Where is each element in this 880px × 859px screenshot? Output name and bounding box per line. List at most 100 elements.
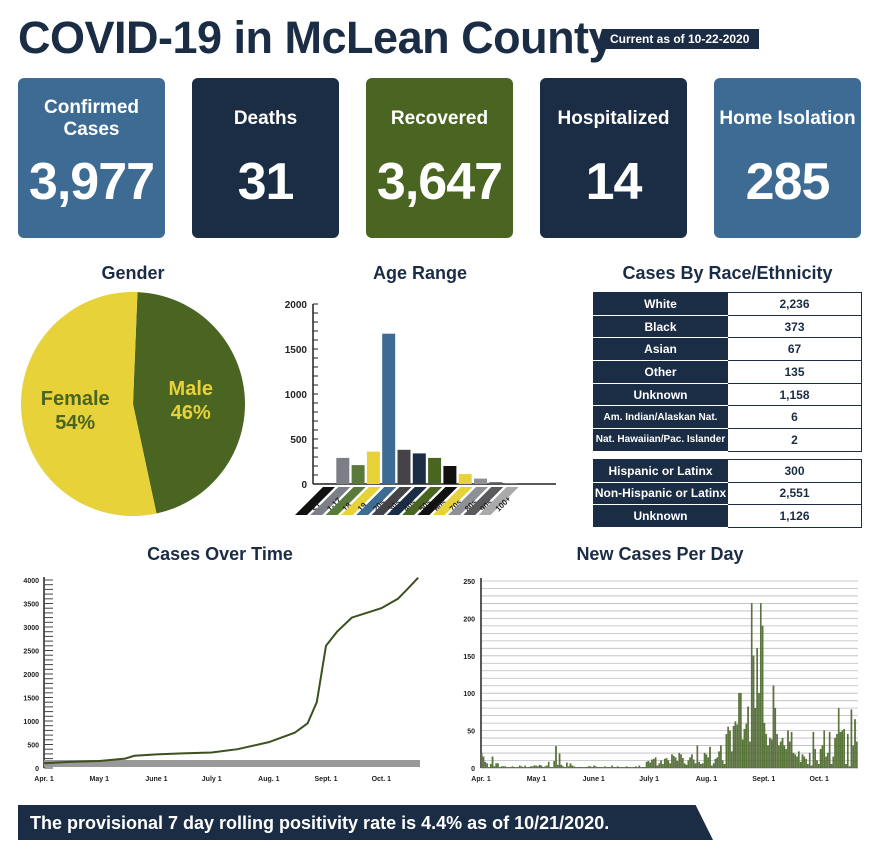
ethnicity-row: Hispanic or Latinx 300 bbox=[593, 458, 862, 483]
daily-bar bbox=[856, 741, 858, 769]
daily-bar bbox=[770, 739, 773, 769]
daily-bar bbox=[647, 761, 650, 769]
daily-bar bbox=[531, 766, 534, 769]
daily-bar bbox=[769, 737, 771, 769]
daily-bar bbox=[716, 757, 719, 769]
daily-bar bbox=[841, 730, 844, 769]
daily-xtick-label: Sept. 1 bbox=[752, 776, 775, 783]
cases-ytick-label: 3500 bbox=[23, 602, 39, 609]
daily-ytick-label: 100 bbox=[463, 691, 475, 698]
age-label-tag bbox=[463, 487, 504, 515]
daily-bar bbox=[624, 767, 626, 769]
daily-bar bbox=[810, 765, 813, 769]
stat-label: Home Isolation bbox=[719, 108, 856, 129]
stat-value: 3,647 bbox=[376, 153, 503, 211]
daily-bar bbox=[827, 752, 829, 769]
daily-bar bbox=[685, 764, 688, 769]
race-row: Asian 67 bbox=[593, 337, 862, 362]
daily-bar bbox=[529, 766, 532, 769]
daily-bar bbox=[729, 730, 731, 769]
daily-bar bbox=[788, 741, 791, 769]
cases-ytick-label: 0 bbox=[35, 766, 39, 773]
race-label: Other bbox=[593, 360, 728, 384]
daily-bar bbox=[747, 706, 749, 769]
daily-bar bbox=[504, 766, 507, 769]
daily-bar bbox=[732, 725, 735, 769]
daily-bar bbox=[585, 767, 588, 769]
daily-bar bbox=[743, 728, 746, 769]
daily-bar bbox=[596, 767, 599, 769]
stat-card: Home Isolation 285 bbox=[714, 78, 861, 238]
ethnicity-value: 2,551 bbox=[727, 481, 862, 506]
pie-label-name: Male bbox=[169, 378, 213, 400]
gender-title: Gender bbox=[101, 263, 165, 283]
daily-bar bbox=[593, 765, 595, 769]
daily-bar bbox=[595, 766, 597, 769]
pie-label-name: Female bbox=[41, 388, 110, 410]
age-ytick-label: 2000 bbox=[285, 300, 308, 311]
daily-bar bbox=[506, 767, 508, 769]
cases-ytick-label: 4000 bbox=[23, 578, 39, 585]
daily-bar bbox=[542, 767, 545, 769]
daily-bar bbox=[680, 754, 682, 769]
daily-bar bbox=[850, 709, 853, 769]
daily-bar bbox=[798, 751, 800, 769]
daily-bar bbox=[609, 767, 612, 769]
daily-bar bbox=[761, 625, 764, 769]
daily-bar bbox=[707, 757, 710, 769]
daily-bar bbox=[663, 758, 666, 769]
daily-bar bbox=[524, 765, 526, 769]
daily-bar bbox=[823, 730, 826, 769]
daily-bar bbox=[787, 730, 789, 769]
daily-bar bbox=[627, 767, 630, 769]
age-bar bbox=[458, 474, 472, 484]
daily-bar bbox=[633, 767, 635, 769]
daily-bar bbox=[837, 708, 840, 769]
daily-bar bbox=[600, 767, 603, 769]
daily-bar bbox=[772, 685, 775, 769]
daily-bar bbox=[703, 752, 706, 769]
age-label-tag bbox=[310, 487, 351, 515]
daily-bar bbox=[493, 766, 496, 769]
daily-bar bbox=[591, 767, 594, 769]
age-label-tag bbox=[325, 487, 366, 515]
daily-bar bbox=[653, 758, 655, 769]
ethnicity-value: 1,126 bbox=[727, 504, 862, 528]
daily-bar bbox=[618, 767, 621, 769]
daily-bar bbox=[571, 765, 574, 769]
daily-bar bbox=[825, 756, 827, 769]
daily-bar bbox=[763, 722, 766, 769]
daily-bar bbox=[582, 767, 584, 769]
cases-line bbox=[43, 576, 419, 765]
daily-bar bbox=[723, 764, 726, 769]
daily-bar bbox=[796, 756, 798, 769]
daily-bar bbox=[738, 693, 740, 769]
daily-ytick-label: 0 bbox=[471, 766, 475, 773]
daily-bar bbox=[584, 767, 586, 769]
age-bar bbox=[382, 333, 396, 484]
daily-bar bbox=[629, 767, 632, 769]
daily-bar bbox=[625, 766, 628, 769]
daily-bar bbox=[687, 760, 690, 769]
daily-bar bbox=[730, 751, 733, 769]
cases-x-axis-band bbox=[44, 760, 420, 767]
daily-bar bbox=[564, 767, 566, 769]
age-bar bbox=[489, 482, 503, 484]
daily-bar bbox=[540, 765, 543, 769]
daily-bar bbox=[698, 761, 700, 769]
age-label-tag bbox=[340, 487, 381, 515]
daily-bar bbox=[700, 764, 702, 769]
daily-bar bbox=[526, 767, 528, 769]
stat-label: Confirmed Cases bbox=[44, 97, 139, 140]
daily-bar bbox=[781, 737, 784, 769]
daily-bar bbox=[645, 761, 648, 769]
pie-label-value: 54% bbox=[55, 412, 95, 434]
daily-bar bbox=[845, 764, 847, 769]
daily-bar bbox=[589, 766, 592, 769]
ethnicity-label: Hispanic or Latinx bbox=[593, 458, 728, 483]
daily-bar bbox=[658, 763, 661, 769]
daily-bar bbox=[502, 766, 505, 769]
daily-bar bbox=[821, 745, 824, 769]
daily-bar bbox=[709, 746, 711, 769]
daily-bar bbox=[816, 760, 818, 769]
